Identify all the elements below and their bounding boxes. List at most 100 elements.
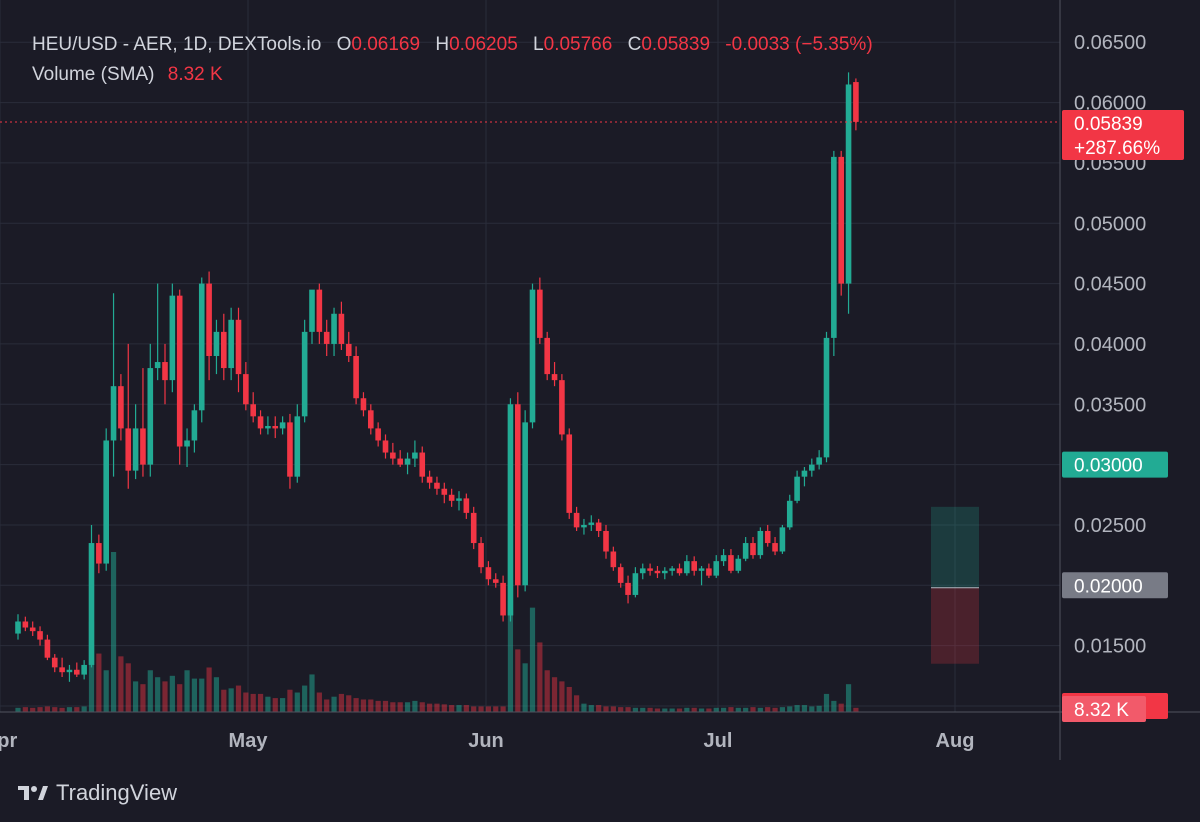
candle-body [162,362,168,381]
candle-body [492,579,499,583]
volume-bar [22,707,28,712]
volume-bar [37,707,43,712]
candle-body [221,331,227,369]
candle-body [662,570,668,574]
volume-bar [110,552,117,712]
candle-body [720,555,727,562]
volume-bar [728,707,734,712]
volume-bar [757,707,763,712]
tradingview-brand[interactable]: TradingView [18,780,177,806]
volume-bar [74,707,80,712]
volume-bar [471,706,477,712]
price-tick-label: 0.03500 [1074,394,1146,416]
volume-bars [15,552,859,712]
volume-bar [287,689,293,712]
volume-bar [574,695,580,712]
volume-bar [684,707,690,712]
volume-bar [787,706,793,712]
volume-bar [96,653,102,712]
volume-bar [52,707,58,712]
volume-bar [397,702,403,712]
volume-bar [838,703,844,712]
volume-bar [449,705,455,712]
candle-body [522,422,528,586]
candle-body [448,494,455,501]
candle-body [213,331,220,356]
volume-bar [772,707,778,712]
volume-bar [823,693,830,712]
candle-body [559,380,565,435]
candle-body [51,657,58,668]
candle-body [279,422,286,429]
volume-bar [199,678,205,712]
candle-body [243,374,249,405]
volume-bar [390,702,396,712]
candle-body [566,434,573,513]
volume-bar [382,700,389,712]
volume-bar [213,677,220,712]
volume-bar [507,600,514,712]
candle-body [176,295,183,447]
volume-bar [662,708,668,712]
price-badge-text: 0.03000 [1074,456,1143,477]
volume-bar [779,707,785,712]
price-tick-label: 0.01500 [1074,636,1146,658]
volume-bar [625,707,631,712]
candle-body [757,530,764,556]
position-box[interactable] [931,506,979,664]
candle-body [169,295,176,381]
price-badge-text: +287.66% [1074,138,1160,159]
volume-bar [522,663,528,712]
candle-body [801,470,808,477]
volume-bar [419,702,425,712]
volume-bar [331,696,337,712]
volume-bar [493,706,499,712]
volume-bar [551,677,558,712]
candle-body [265,425,271,429]
price-badges: 0.05839+287.66%0.030000.020000.010008.32… [1062,110,1184,722]
time-tick-label: Aug [936,730,975,752]
high-value: 0.06205 [449,34,518,55]
volume-bar [816,705,822,712]
price-badge-text: 8.32 K [1074,700,1129,721]
volume-bar [537,642,543,712]
low-label: L [533,34,544,55]
volume-label[interactable]: Volume (SMA) [32,64,155,85]
candle-body [551,374,558,381]
volume-bar [581,703,587,712]
candle-body [125,428,132,471]
candle-body [823,337,830,458]
volume-bar [162,681,168,712]
ohlc-legend: HEU/USD - AER, 1D, DEXTools.io O0.06169 … [32,34,873,56]
volume-bar [691,707,697,712]
candle-body [698,568,705,571]
candle-body [272,425,279,429]
candle-body [382,440,389,453]
price-tick-label: 0.06500 [1074,32,1146,54]
candle-body [301,331,308,417]
volume-bar [103,670,109,712]
candle-body [353,356,359,399]
candle-body [853,82,859,122]
volume-bar [809,706,815,712]
candle-body [154,362,161,369]
candle-body [294,416,301,477]
volume-bar [368,699,374,712]
candle-body [478,543,484,568]
brand-name: TradingView [56,780,178,805]
candle-body [191,410,198,441]
volume-bar [529,607,536,712]
candle-body [706,568,712,576]
price-tick-label: 0.05000 [1074,213,1146,235]
volume-bar [853,707,859,712]
candle-body [147,368,154,465]
volume-bar [147,670,153,712]
symbol-title[interactable]: HEU/USD - AER, 1D, DEXTools.io [32,34,322,55]
candle-body [96,543,102,564]
volume-bar [309,674,315,712]
volume-bar [257,693,264,712]
candle-body [368,410,374,429]
volume-bar [515,649,521,712]
candle-body [338,313,345,344]
